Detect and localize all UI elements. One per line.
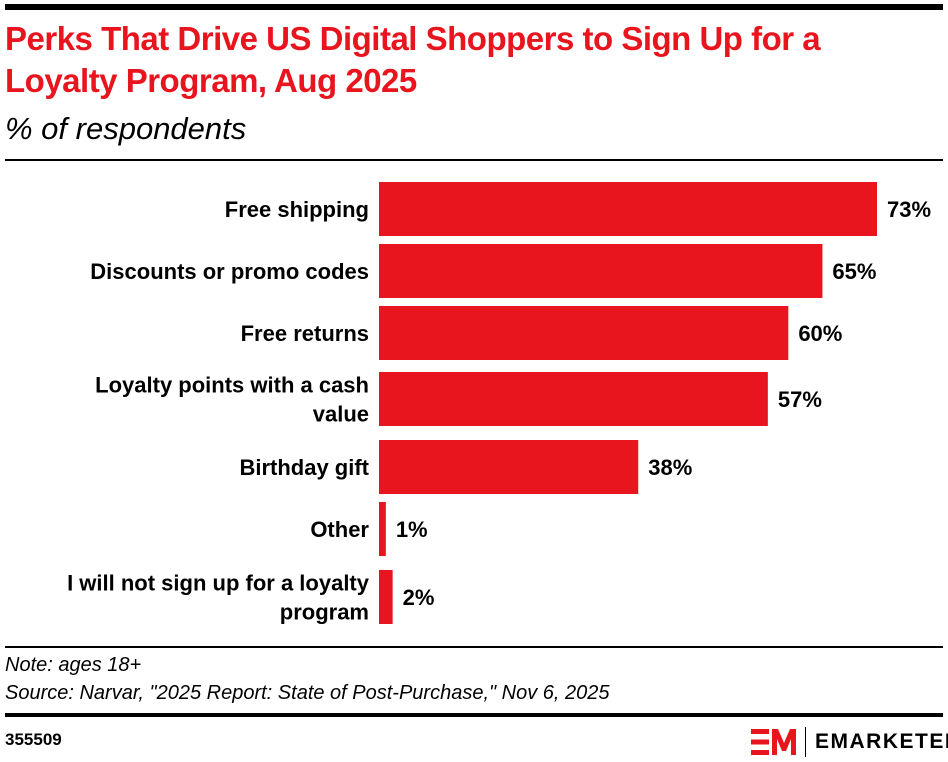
note-text: Note: ages 18+ [5,654,142,676]
category-label: Free returns [241,321,369,346]
value-label: 73% [887,197,931,222]
value-label: 57% [778,387,822,412]
bar-2 [379,306,789,360]
category-label: Other [310,517,369,542]
category-label: Birthday gift [239,455,369,480]
category-label: I will not sign up for a loyalty program [67,571,370,625]
bar-6 [379,570,393,624]
bar-4 [379,440,639,494]
bar-3 [379,372,768,426]
emarketer-logo: EMARKETER [751,727,948,757]
value-label: 2% [403,585,435,610]
top-rule [5,4,943,10]
chart-subtitle: % of respondents [5,111,247,146]
header-rule [5,159,943,161]
bar-0 [379,182,877,236]
logo-separator [805,727,806,757]
bar-chart: 73% Free shipping 65% Discounts or promo co… [67,182,931,625]
em-logo-icon [751,729,796,755]
source-text: Source: Narvar, "2025 Report: State of P… [5,682,610,704]
bar-1 [379,244,823,298]
category-label: Discounts or promo codes [90,259,369,284]
footer-rule [5,646,943,648]
value-label: 60% [798,321,842,346]
bottom-rule [5,713,943,717]
category-label: Loyalty points with a cash value [95,373,369,427]
chart-id: 355509 [5,730,62,749]
value-label: 38% [648,455,692,480]
brand-name: EMARKETER [815,730,948,753]
value-label: 65% [832,259,876,284]
bar-5 [379,502,386,556]
category-label: Free shipping [225,197,369,222]
value-label: 1% [396,517,428,542]
chart-title: Perks That Drive US Digital Shoppers to … [5,20,821,99]
